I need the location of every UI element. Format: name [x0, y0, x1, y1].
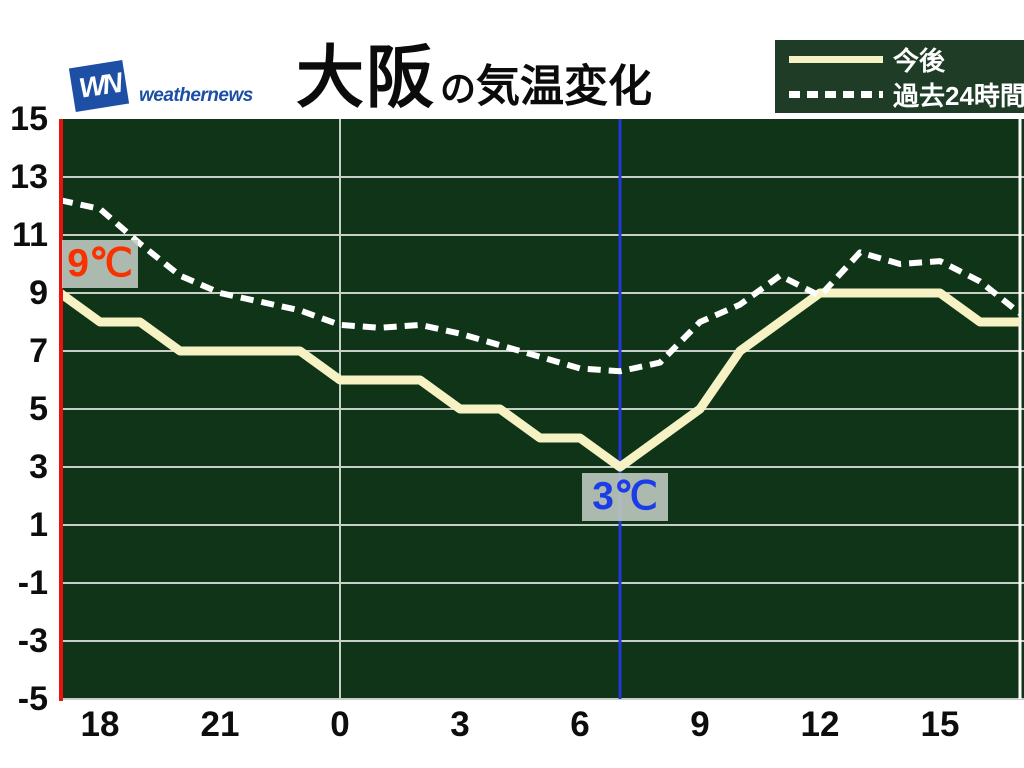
start-temp-label: 9℃ — [62, 240, 138, 288]
weathernews-wordmark: weathernews — [139, 85, 253, 106]
legend-item-past24h: 過去24時間 — [775, 80, 1024, 111]
legend-dashed-line-icon — [789, 90, 883, 98]
legend-item-forecast: 今後 — [775, 45, 1024, 76]
legend-forecast-label: 今後 — [893, 45, 946, 76]
x-axis-label: 0 — [330, 705, 350, 744]
x-axis-label: 3 — [450, 705, 470, 744]
x-axis-label: 18 — [80, 705, 120, 744]
title-particle: の — [440, 68, 477, 109]
y-axis-label: 3 — [29, 448, 48, 486]
y-axis-label: -1 — [17, 564, 48, 602]
y-axis-label: 9 — [29, 274, 48, 312]
x-axis-label: 15 — [920, 705, 960, 744]
legend-past24h-label: 過去24時間 — [893, 80, 1024, 111]
y-axis-label: 7 — [29, 332, 48, 370]
title-rest: 気温変化 — [476, 62, 653, 111]
series-line-solid — [57, 288, 1020, 472]
y-axis-label: -5 — [17, 680, 48, 718]
x-axis-label: 9 — [690, 705, 710, 744]
page-title: 大阪 の 気温変化 — [296, 22, 652, 121]
chart-legend: 今後 過去24時間 — [775, 40, 1024, 113]
y-axis-label: 5 — [29, 390, 48, 428]
series-line-dashed — [59, 197, 1022, 375]
x-axis-label: 6 — [570, 705, 590, 744]
y-axis-label: 11 — [12, 216, 48, 254]
x-axis-label: 21 — [200, 705, 240, 744]
x-axis-label: 12 — [800, 705, 840, 744]
current-temp-label: 3℃ — [582, 473, 668, 521]
y-axis-label: 15 — [10, 100, 48, 138]
y-axis-label: -3 — [17, 622, 48, 660]
title-city: 大阪 — [296, 40, 437, 116]
y-axis-label: 13 — [10, 158, 48, 196]
legend-solid-line-icon — [789, 55, 883, 63]
y-axis-label: 1 — [29, 506, 48, 544]
